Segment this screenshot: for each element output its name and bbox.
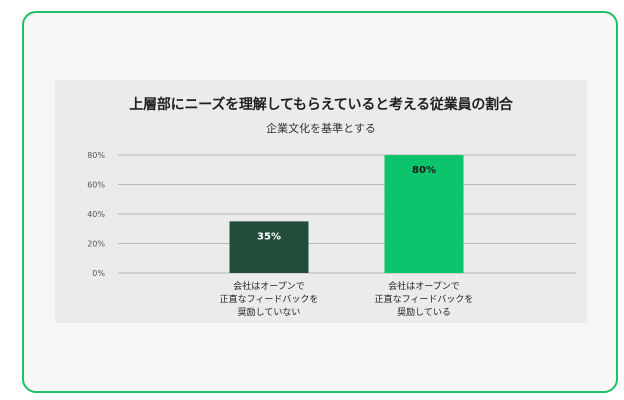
chart-panel: 上層部にニーズを理解してもらえていると考える従業員の割合 企業文化を基準とする …	[55, 80, 587, 323]
y-tick-label: 20%	[87, 240, 105, 249]
y-tick-label: 80%	[87, 151, 105, 160]
x-tick-label: 会社はオープンで正直なフィードバックを奨励していない	[220, 280, 319, 318]
y-tick-label: 0%	[92, 269, 105, 278]
bar	[229, 221, 309, 273]
chart-subtitle: 企業文化を基準とする	[266, 122, 376, 135]
bar	[384, 155, 464, 273]
bar-chart: 0% 20% 40% 60% 80% 35% 会社はオープンで正直なフィードバックを奨励して…	[87, 151, 576, 318]
y-tick-label: 60%	[87, 181, 105, 190]
data-label: 80%	[412, 165, 436, 176]
data-label: 35%	[257, 231, 281, 242]
chart-title: 上層部にニーズを理解してもらえていると考える従業員の割合	[129, 97, 513, 113]
y-tick-label: 40%	[87, 210, 105, 219]
x-tick-label: 会社はオープンで正直なフィードバックを奨励している	[375, 280, 474, 318]
